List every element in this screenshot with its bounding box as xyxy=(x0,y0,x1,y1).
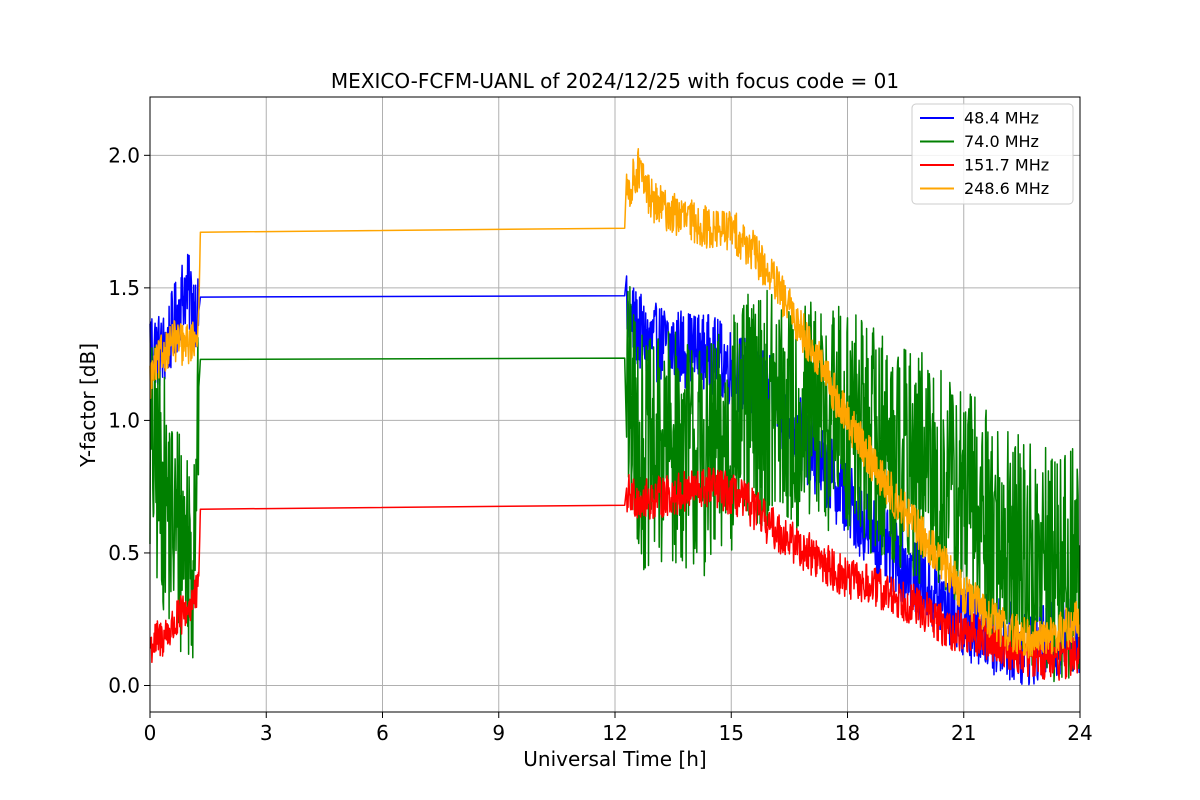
legend: 48.4 MHz 74.0 MHz 151.7 MHz 248.6 MHz xyxy=(911,103,1074,205)
x-tick-label: 15 xyxy=(719,721,744,745)
series-line xyxy=(149,285,1081,683)
y-tick-label: 0.0 xyxy=(108,673,140,697)
ticks: 0 3 6 9 12 15 18 21 24 0.0 0.5 1.0 1.5 2.0 xyxy=(108,143,1093,745)
x-tick-label: 21 xyxy=(951,721,976,745)
legend-box xyxy=(911,103,1074,205)
y-tick-label: 2.0 xyxy=(108,143,140,167)
chart-title: MEXICO-FCFM-UANL of 2024/12/25 with focu… xyxy=(331,69,899,93)
x-tick-label: 24 xyxy=(1067,721,1092,745)
y-tick-label: 1.0 xyxy=(108,408,140,432)
y-tick-label: 1.5 xyxy=(108,276,140,300)
x-tick-label: 9 xyxy=(492,721,505,745)
legend-label: 151.7 MHz xyxy=(964,156,1049,175)
x-tick-label: 12 xyxy=(602,721,627,745)
x-axis-label: Universal Time [h] xyxy=(523,747,706,771)
legend-label: 248.6 MHz xyxy=(964,179,1049,198)
legend-label: 48.4 MHz xyxy=(964,109,1039,128)
x-tick-label: 18 xyxy=(835,721,860,745)
legend-label: 74.0 MHz xyxy=(964,132,1039,151)
x-tick-label: 3 xyxy=(260,721,273,745)
x-tick-label: 6 xyxy=(376,721,389,745)
y-tick-label: 0.5 xyxy=(108,541,140,565)
series-line xyxy=(149,467,1081,681)
plot-data xyxy=(149,147,1081,686)
y-axis-label: Y-factor [dB] xyxy=(76,343,100,468)
x-tick-label: 0 xyxy=(144,721,157,745)
series-line xyxy=(149,147,1081,659)
